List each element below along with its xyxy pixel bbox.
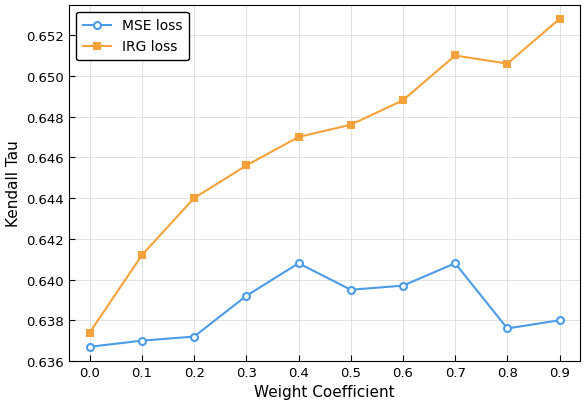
MSE loss bbox=[243, 294, 250, 298]
X-axis label: Weight Coefficient: Weight Coefficient bbox=[254, 384, 395, 399]
MSE loss bbox=[190, 334, 197, 339]
Line: MSE loss: MSE loss bbox=[86, 260, 563, 350]
MSE loss bbox=[138, 339, 145, 343]
Line: IRG loss: IRG loss bbox=[86, 16, 563, 336]
IRG loss bbox=[504, 62, 511, 67]
MSE loss bbox=[295, 261, 302, 266]
MSE loss bbox=[504, 326, 511, 331]
Legend: MSE loss, IRG loss: MSE loss, IRG loss bbox=[76, 13, 189, 61]
MSE loss bbox=[556, 318, 563, 323]
IRG loss bbox=[190, 196, 197, 201]
MSE loss bbox=[452, 261, 459, 266]
IRG loss bbox=[86, 330, 93, 335]
IRG loss bbox=[138, 253, 145, 258]
IRG loss bbox=[452, 54, 459, 59]
MSE loss bbox=[86, 345, 93, 350]
MSE loss bbox=[400, 284, 407, 288]
Y-axis label: Kendall Tau: Kendall Tau bbox=[5, 140, 21, 227]
IRG loss bbox=[400, 98, 407, 103]
MSE loss bbox=[347, 288, 355, 292]
IRG loss bbox=[295, 135, 302, 140]
IRG loss bbox=[347, 123, 355, 128]
IRG loss bbox=[243, 164, 250, 168]
IRG loss bbox=[556, 17, 563, 22]
